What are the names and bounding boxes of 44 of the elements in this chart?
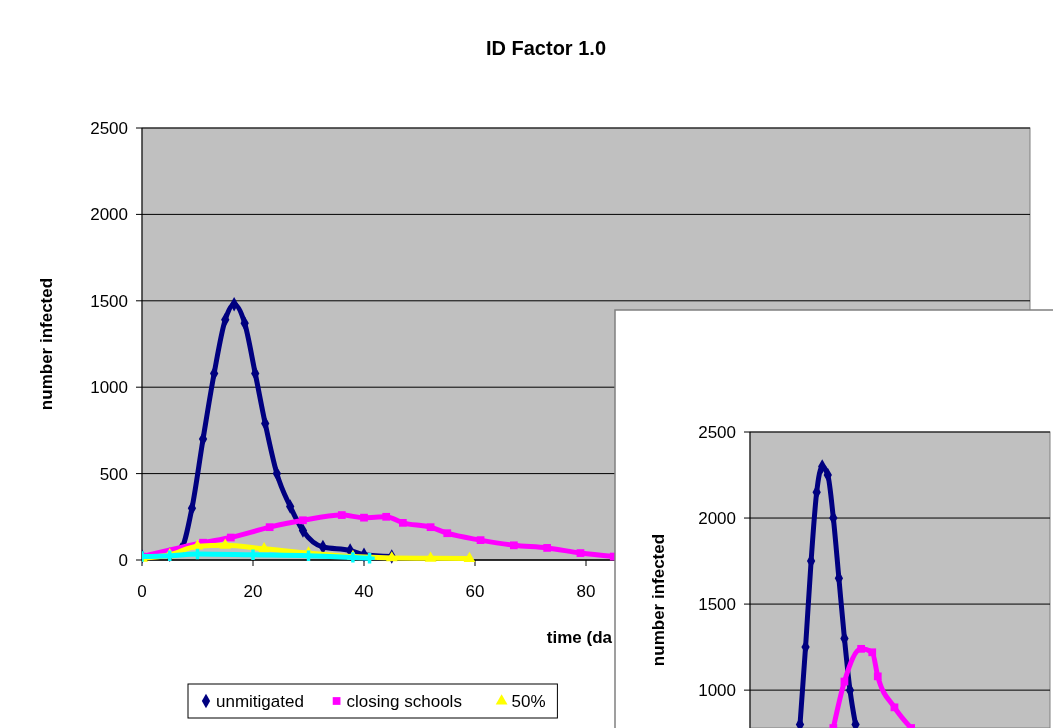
point (299, 516, 307, 525)
point (857, 644, 865, 653)
point (576, 549, 585, 557)
point (337, 511, 346, 519)
point (226, 533, 235, 542)
x-tick-label: 80 (576, 582, 596, 601)
point (191, 539, 204, 550)
x-axis-title: time (da (546, 628, 613, 647)
y-tick-label: 1000 (698, 681, 736, 701)
y-tick-label: 0 (118, 551, 128, 570)
x-tick-label: 0 (137, 582, 147, 601)
point (543, 544, 552, 552)
point (265, 523, 274, 532)
point (426, 523, 435, 532)
y-tick-label: 1500 (698, 595, 736, 615)
x-tick-label: 60 (465, 582, 485, 601)
point (873, 672, 882, 681)
point (219, 538, 232, 549)
point (868, 648, 877, 657)
point (360, 513, 368, 522)
legend-label: 50% (511, 692, 546, 711)
point (398, 518, 407, 527)
legend-label: unmitigated (216, 692, 304, 711)
point (509, 541, 518, 550)
y-tick-label: 1000 (90, 378, 128, 398)
y-tick-label: 2000 (90, 205, 128, 225)
y-tick-label: 2500 (90, 119, 128, 138)
legend-label: closing schools (346, 692, 462, 711)
point (890, 703, 899, 712)
x-tick-label: 20 (243, 582, 263, 601)
chart-title: ID Factor 1.0 (485, 37, 607, 59)
y-tick-label: 500 (99, 464, 128, 484)
y-axis-title: number infected (37, 277, 56, 411)
y-axis-title: number infected (649, 533, 668, 667)
point (424, 551, 437, 562)
point (463, 551, 476, 563)
point (382, 512, 391, 521)
point (443, 529, 452, 538)
y-tick-label: 2000 (698, 509, 736, 529)
y-tick-label: 2500 (698, 423, 736, 442)
point (476, 536, 485, 544)
x-tick-label: 40 (354, 582, 374, 601)
point (258, 541, 270, 553)
y-tick-label: 1500 (90, 291, 128, 311)
